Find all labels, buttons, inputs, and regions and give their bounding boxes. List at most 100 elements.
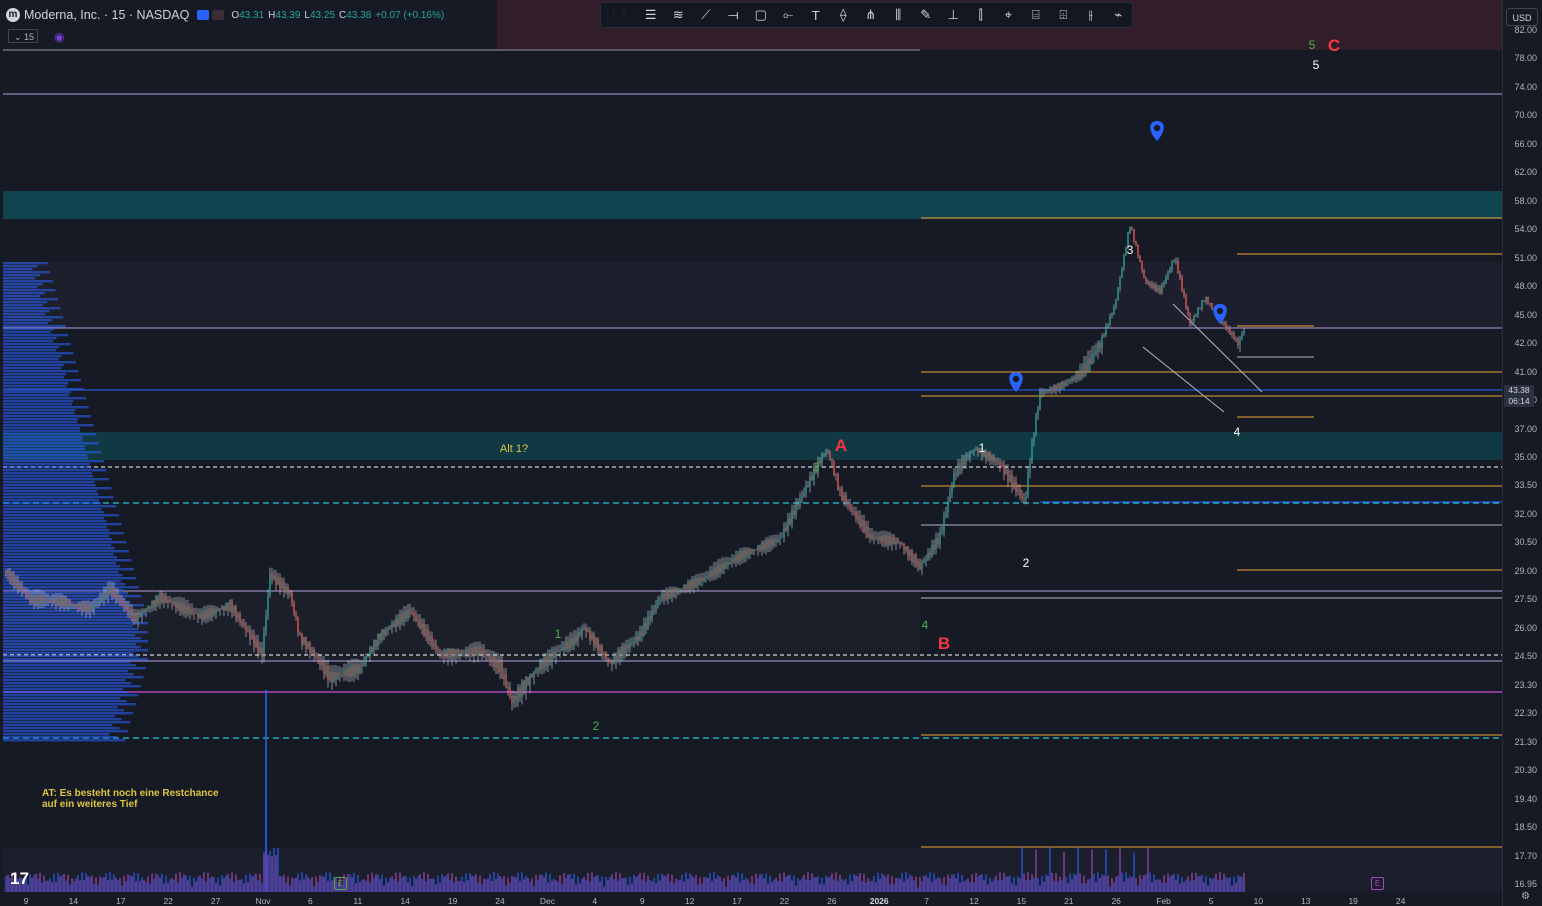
trend-line-icon[interactable]: ⟋: [701, 7, 711, 22]
candle-body: [1031, 441, 1033, 464]
price-axis[interactable]: 82.00 78.00 74.00 70.00 66.00 62.00 58.00 54.00…: [1502, 0, 1542, 906]
candle-body: [403, 611, 405, 623]
time-tick-label: 11: [353, 896, 363, 906]
grip-icon[interactable]: ⋮⋮: [609, 9, 629, 21]
volume-profile-bar: [3, 556, 118, 559]
time-tick-label: 14: [68, 896, 79, 906]
volume-bar: [459, 880, 461, 892]
volume-bar: [615, 872, 617, 892]
horizontal-ray-icon[interactable]: ⟞: [727, 7, 739, 22]
candle-body: [59, 596, 61, 606]
candle-body: [1071, 378, 1073, 381]
volume-bar: [371, 872, 373, 892]
volume-bar: [131, 876, 133, 892]
volume-bar: [965, 880, 967, 892]
candle-body: [917, 561, 919, 567]
earnings-upcoming-icon[interactable]: E: [1371, 877, 1384, 890]
symbol-title[interactable]: Moderna, Inc. · 15 · NASDAQ: [24, 8, 190, 22]
earnings-marker-icon[interactable]: E: [334, 877, 347, 890]
wave-label-white[interactable]: 4: [1233, 425, 1241, 439]
tradingview-logo-icon[interactable]: 17: [10, 869, 29, 888]
wave-label-green[interactable]: 3: [812, 460, 820, 474]
volume-profile-bar: [3, 538, 112, 541]
location-marker-icon[interactable]: [1150, 121, 1164, 141]
candle-body: [411, 612, 413, 614]
candle-body: [149, 606, 151, 609]
indicator-icon[interactable]: ◉: [54, 30, 65, 44]
volume-bar: [769, 875, 771, 892]
pitchfork-icon[interactable]: ⋔: [865, 7, 877, 22]
wave-label-green[interactable]: 2: [592, 719, 600, 733]
location-marker-icon[interactable]: [1009, 372, 1023, 392]
wave-label-white[interactable]: 1: [978, 441, 986, 455]
candle-body: [593, 634, 595, 646]
wave-label-red[interactable]: B: [937, 634, 951, 653]
volume-bar: [503, 876, 505, 892]
location-marker-icon[interactable]: [1213, 304, 1227, 324]
candle-body: [1147, 281, 1149, 285]
wave-label-green[interactable]: 1: [554, 627, 562, 641]
volume-bar: [1019, 878, 1021, 892]
brush-icon[interactable]: ✎: [920, 7, 932, 22]
volume-bar: [705, 877, 707, 892]
candle-body: [781, 536, 783, 538]
candle-body: [41, 596, 43, 605]
volume-bar: [45, 880, 47, 892]
price-change: +0.07 (+0.16%): [375, 9, 445, 21]
price-range-icon[interactable]: ⌸: [1031, 7, 1040, 22]
candle-body: [571, 638, 573, 647]
volume-bar: [679, 879, 681, 892]
wave-label-green[interactable]: 5: [1308, 38, 1316, 52]
candle-body: [347, 666, 349, 677]
wave-label-white[interactable]: 3: [1126, 243, 1134, 257]
volume-bar: [1235, 882, 1237, 892]
wave-label-red[interactable]: A: [834, 436, 848, 455]
volume-bar: [97, 884, 99, 892]
candle-body: [529, 674, 531, 685]
volume-bar: [819, 884, 821, 892]
candle-body: [1123, 254, 1125, 269]
ray-icon[interactable]: ⟜: [783, 7, 794, 22]
volume-bar: [1175, 879, 1177, 892]
path-icon[interactable]: ⟠: [840, 7, 847, 22]
volume-bar: [569, 874, 571, 892]
volume-bar: [215, 883, 217, 892]
currency-selector[interactable]: USD: [1506, 8, 1538, 26]
axis-settings-icon[interactable]: ⚙: [1521, 891, 1530, 902]
date-range-icon[interactable]: ⫲: [1088, 7, 1093, 22]
volume-bar: [847, 884, 849, 892]
pattern-icon[interactable]: ⫿: [978, 7, 983, 22]
horizontal-lines-icon[interactable]: ☰: [644, 7, 657, 22]
long-position-icon[interactable]: ⊥: [947, 7, 959, 22]
forecast-icon[interactable]: ⌹: [1059, 7, 1068, 22]
candle-body: [607, 658, 609, 661]
text-icon[interactable]: T: [811, 7, 820, 23]
candle-body: [821, 453, 823, 464]
rectangle-icon[interactable]: ▢: [754, 7, 767, 22]
curve-lines-icon[interactable]: ≋: [672, 7, 684, 22]
analysis-note[interactable]: AT: Es besteht noch eine Restchance auf …: [42, 788, 219, 810]
candle-body: [373, 640, 375, 652]
interval-badge[interactable]: ⌄ 15: [8, 29, 38, 43]
candle-body: [641, 631, 643, 637]
candle-body: [563, 646, 565, 650]
fib-channel-icon[interactable]: ⫼: [895, 7, 902, 22]
marker-icon[interactable]: ⌖: [1004, 7, 1012, 22]
candle-body: [99, 597, 101, 602]
wave-label-white[interactable]: 2: [1022, 556, 1030, 570]
candle-body: [25, 592, 27, 594]
volume-profile-bar: [3, 571, 119, 574]
wave-label-green[interactable]: 4: [921, 618, 929, 632]
wave-label-red[interactable]: C: [1327, 36, 1341, 55]
wave-label-white[interactable]: 5: [1312, 58, 1320, 72]
candle-body: [817, 459, 819, 473]
elliott-wave-icon[interactable]: ⌁: [1114, 7, 1123, 22]
volume-bar: [221, 875, 223, 892]
alt-label[interactable]: Alt 1?: [499, 443, 529, 455]
candle-body: [1103, 335, 1105, 337]
volume-bar: [963, 881, 965, 892]
candle-body: [405, 611, 407, 618]
price-tick-label: 16.95: [1514, 879, 1537, 889]
candle-body: [323, 661, 325, 674]
